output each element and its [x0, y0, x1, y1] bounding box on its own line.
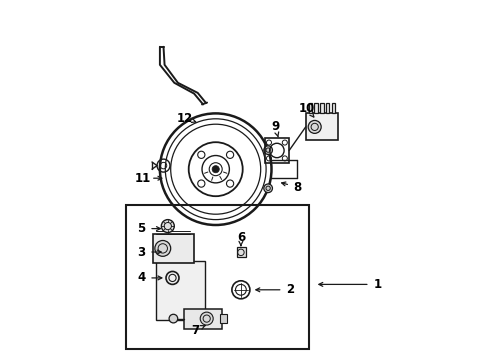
- Circle shape: [263, 184, 272, 193]
- Text: 8: 8: [293, 181, 301, 194]
- Circle shape: [155, 240, 170, 256]
- Bar: [264, 138, 288, 163]
- Bar: [331, 103, 335, 113]
- Text: 5: 5: [137, 222, 145, 235]
- Bar: [308, 103, 311, 113]
- Text: 9: 9: [270, 120, 279, 133]
- Circle shape: [200, 312, 213, 325]
- Text: 12: 12: [177, 112, 193, 125]
- Bar: [220, 314, 227, 323]
- Circle shape: [212, 166, 219, 173]
- Text: 2: 2: [286, 283, 294, 296]
- Text: 11: 11: [135, 172, 151, 185]
- Bar: [314, 103, 317, 113]
- Circle shape: [169, 314, 177, 323]
- Bar: [156, 261, 204, 320]
- Bar: [236, 247, 245, 257]
- Bar: [305, 113, 337, 140]
- Bar: [125, 205, 309, 349]
- Bar: [152, 234, 194, 263]
- Circle shape: [161, 220, 174, 233]
- Text: 7: 7: [191, 324, 199, 337]
- Bar: [184, 309, 222, 328]
- Text: 1: 1: [373, 278, 381, 291]
- Bar: [325, 103, 329, 113]
- Circle shape: [307, 120, 321, 133]
- Circle shape: [263, 146, 272, 154]
- Text: 6: 6: [236, 231, 244, 244]
- Text: 3: 3: [137, 246, 145, 258]
- Bar: [320, 103, 323, 113]
- Text: 10: 10: [298, 102, 314, 114]
- Text: 4: 4: [137, 271, 145, 284]
